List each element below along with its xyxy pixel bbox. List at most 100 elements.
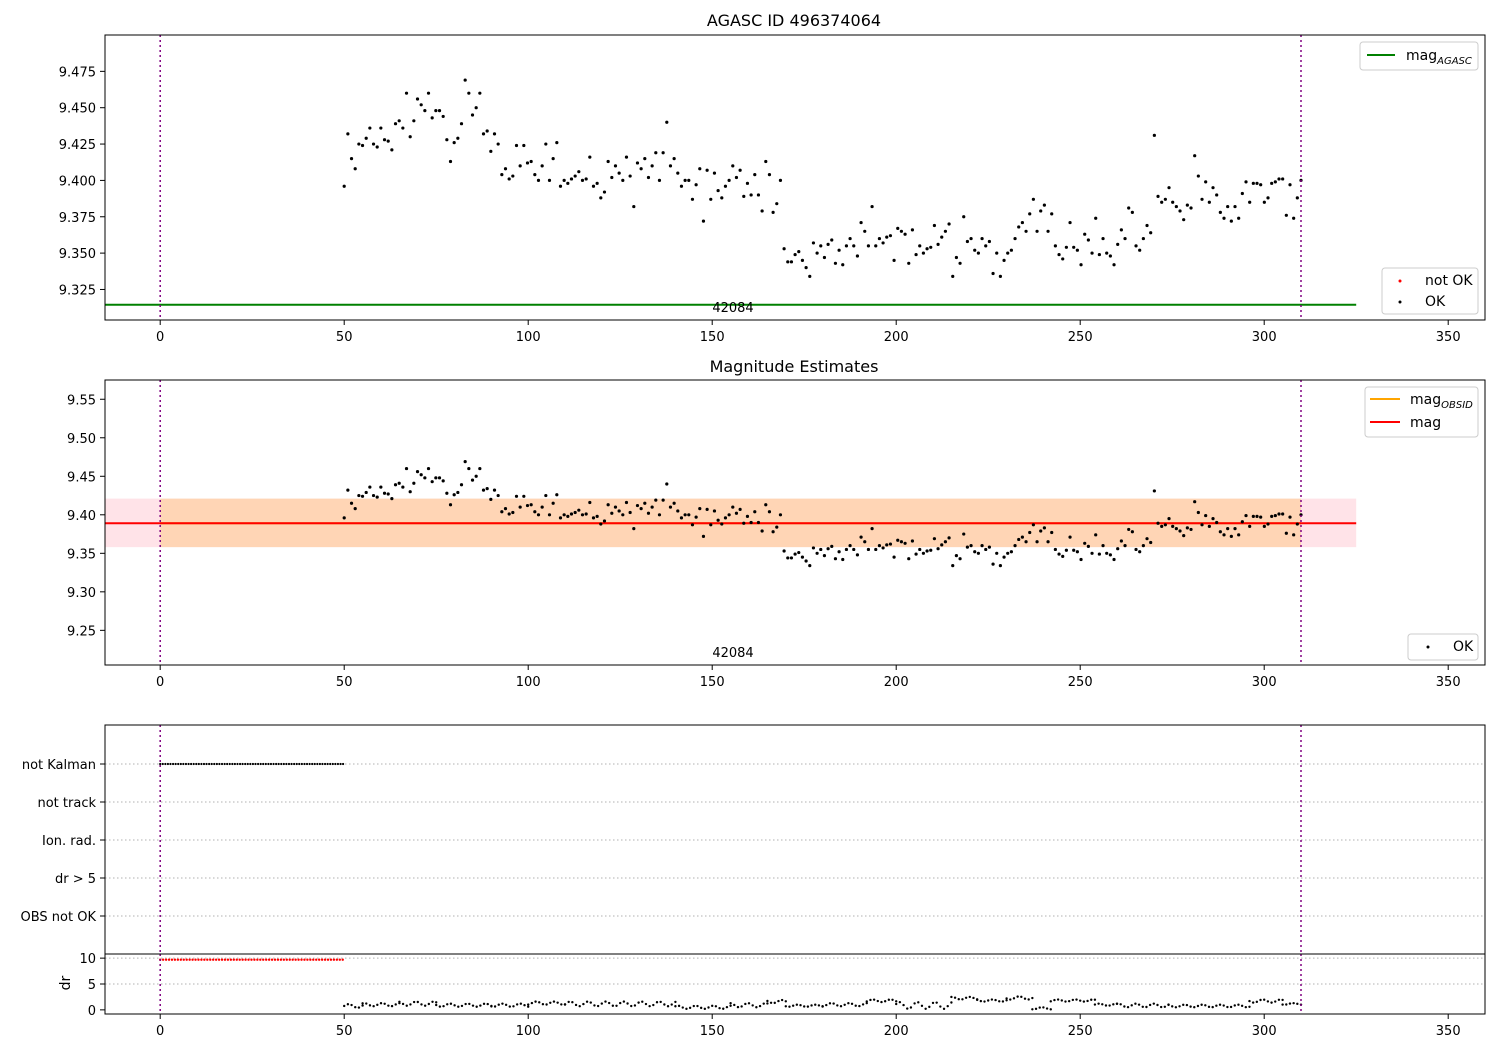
dr-red-point (326, 958, 330, 961)
dr-point (895, 1002, 898, 1006)
ok-point (657, 178, 662, 183)
legend-box (1359, 41, 1479, 71)
ok-point (529, 503, 533, 507)
dr-point (1020, 995, 1023, 999)
flag-point (215, 762, 218, 766)
ok-point (1094, 533, 1098, 537)
dr-point (1171, 1005, 1174, 1008)
ok-point (1248, 200, 1252, 204)
ok-point (1204, 180, 1208, 184)
dr-red-point (203, 958, 206, 961)
ok-point (1233, 527, 1237, 531)
ok-point (485, 129, 489, 133)
dr-point (858, 1004, 861, 1008)
flag-point (223, 762, 226, 766)
dr-point (438, 1005, 442, 1008)
ok-point (1251, 514, 1255, 518)
ok-point (1270, 514, 1274, 518)
ok-point (738, 507, 742, 512)
dr-point (1130, 1004, 1133, 1007)
flag-category-label: not Kalman (22, 758, 96, 773)
ok-point (569, 177, 574, 181)
ok-point (1193, 154, 1197, 158)
x-tick-label: 100 (516, 675, 541, 690)
ok-point (753, 510, 757, 514)
flag-point (275, 762, 278, 766)
legend-ok-marker (1398, 300, 1402, 304)
ok-point (1061, 257, 1065, 261)
dr-point (1255, 1000, 1259, 1004)
ok-point (1072, 548, 1076, 552)
ok-point (1145, 537, 1149, 541)
ok-point (584, 177, 588, 181)
dr-point (1163, 1005, 1167, 1008)
ok-point (910, 228, 915, 232)
ok-point (1028, 212, 1032, 216)
flag-point (177, 762, 180, 766)
ok-point (364, 136, 368, 140)
ok-point (496, 493, 500, 498)
flag-point (200, 762, 203, 766)
ok-point (771, 210, 775, 214)
dr-red-point (220, 958, 224, 961)
ok-point (522, 494, 526, 498)
dr-point (729, 1004, 732, 1007)
dr-red-point (267, 958, 271, 961)
ok-point (1160, 524, 1164, 528)
dr-point (755, 1006, 758, 1009)
dr-point (453, 1004, 456, 1007)
flag-point (293, 762, 296, 766)
ok-point (819, 547, 823, 552)
ok-point (940, 235, 944, 239)
ok-point (870, 527, 874, 531)
dr-point (699, 1006, 703, 1010)
dr-point (416, 1000, 419, 1004)
dr-point (604, 1000, 607, 1003)
ok-point (980, 544, 984, 548)
ok-point (646, 511, 651, 515)
ok-point (595, 514, 599, 518)
dr-point (795, 1003, 799, 1006)
flag-point (169, 762, 172, 766)
flag-point (192, 762, 195, 766)
ok-point (734, 511, 739, 515)
dr-point (1270, 1001, 1273, 1004)
ok-point (1262, 524, 1266, 528)
ok-point (767, 510, 772, 514)
flag-point (236, 762, 239, 766)
ok-point (1149, 231, 1153, 235)
legend-not-ok-marker (1398, 279, 1402, 283)
ok-point (452, 141, 456, 145)
ok-point (478, 91, 482, 95)
ok-point (665, 482, 669, 486)
y-tick-label: 0 (88, 1004, 96, 1019)
ok-point (822, 554, 827, 558)
ok-point (412, 119, 416, 123)
dr-point (527, 1005, 530, 1008)
dr-point (681, 1006, 684, 1009)
dr-point (493, 1005, 497, 1008)
y-tick-label: 5 (88, 978, 96, 993)
ok-point (1002, 258, 1006, 262)
dr-point (530, 1001, 534, 1005)
dr-point (409, 1003, 412, 1006)
x-tick-label: 350 (1436, 1024, 1461, 1039)
dr-point (1012, 997, 1016, 1000)
ok-point (753, 172, 757, 177)
ok-point (1105, 251, 1109, 255)
ok-point (1237, 216, 1241, 220)
x-tick-label: 200 (884, 675, 909, 690)
ok-point (962, 215, 966, 219)
flag-point (323, 762, 327, 766)
ok-point (1079, 557, 1083, 562)
dr-point (895, 1000, 898, 1003)
ok-point (536, 513, 541, 517)
y-tick-label: 9.35 (67, 547, 96, 562)
dr-point (1174, 1006, 1178, 1009)
ok-point (1152, 133, 1156, 137)
dr-point (836, 1004, 839, 1007)
dr-red-point (223, 958, 227, 961)
dr-point (1053, 998, 1056, 1002)
dr-red-point (244, 958, 247, 961)
ok-point (888, 542, 893, 546)
